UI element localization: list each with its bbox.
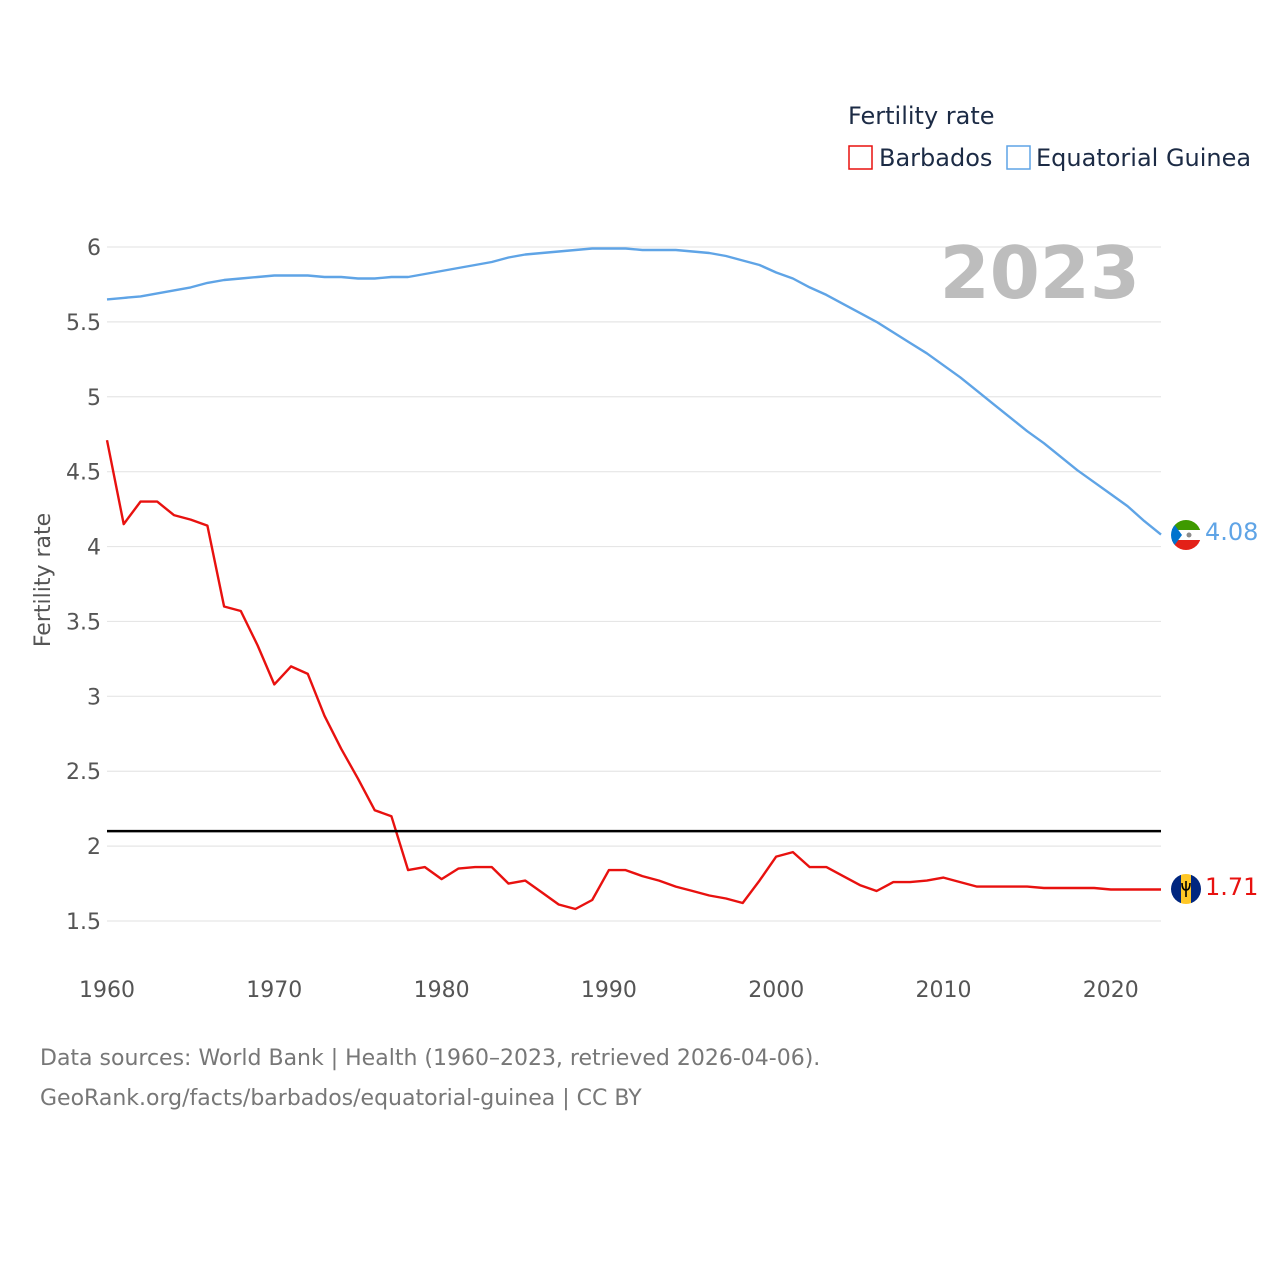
legend: Fertility rate Barbados Equatorial Guine…	[848, 102, 1251, 172]
y-tick-label: 5.5	[66, 311, 101, 336]
legend-label-equatorial-guinea[interactable]: Equatorial Guinea	[1036, 144, 1251, 172]
y-tick-label: 2	[87, 835, 101, 860]
series-line-equatorial-guinea[interactable]	[106, 247, 1162, 536]
y-tick-label: 6	[87, 236, 101, 261]
barbados-flag-icon	[1171, 874, 1201, 904]
legend-label-barbados[interactable]: Barbados	[879, 144, 992, 172]
legend-swatch-barbados[interactable]	[848, 145, 873, 170]
y-tick-label: 3.5	[66, 610, 101, 635]
legend-title: Fertility rate	[848, 102, 995, 130]
y-tick-label: 2.5	[66, 760, 101, 785]
gridlines	[107, 246, 1161, 922]
y-tick-label: 4	[87, 536, 101, 561]
x-tick-label: 1990	[581, 978, 637, 1003]
source-line-2: GeoRank.org/facts/barbados/equatorial-gu…	[40, 1086, 642, 1111]
source-line-1: Data sources: World Bank | Health (1960–…	[40, 1046, 821, 1071]
x-axis-ticks: 1960 1970 1980 1990 2000 2010 2020	[79, 978, 1139, 1003]
x-tick-label: 1970	[246, 978, 302, 1003]
equatorial-guinea-flag-icon	[1171, 520, 1201, 550]
x-tick-label: 1980	[414, 978, 470, 1003]
series-layer	[105, 247, 1162, 911]
equatorial-guinea-end-value: 4.08	[1205, 518, 1258, 546]
year-label: 2023	[940, 231, 1140, 315]
series-line-barbados[interactable]	[105, 439, 1161, 911]
y-tick-label: 5	[87, 386, 101, 411]
legend-swatch-equatorial-guinea[interactable]	[1006, 145, 1031, 170]
y-tick-label: 1.5	[66, 910, 101, 935]
x-tick-label: 2000	[748, 978, 804, 1003]
barbados-end-value: 1.71	[1205, 873, 1258, 901]
x-tick-label: 2020	[1083, 978, 1139, 1003]
x-tick-label: 2010	[916, 978, 972, 1003]
y-axis-title: Fertility rate	[31, 513, 56, 647]
y-tick-label: 3	[87, 685, 101, 710]
x-tick-label: 1960	[79, 978, 135, 1003]
y-tick-label: 4.5	[66, 461, 101, 486]
y-axis-ticks: 1.5 2 2.5 3 3.5 4 4.5 5 5.5 6	[66, 236, 101, 935]
